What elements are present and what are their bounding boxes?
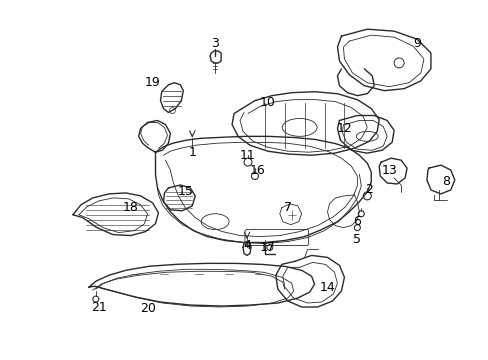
- Text: 21: 21: [91, 301, 106, 314]
- Text: 10: 10: [260, 96, 275, 109]
- Text: 7: 7: [283, 201, 291, 214]
- Text: 4: 4: [243, 239, 250, 252]
- Text: 14: 14: [319, 281, 335, 294]
- Text: 2: 2: [365, 184, 372, 197]
- Text: 8: 8: [441, 175, 449, 189]
- Text: 13: 13: [381, 163, 396, 176]
- Text: 15: 15: [177, 185, 193, 198]
- Text: 1: 1: [188, 146, 196, 159]
- Text: 16: 16: [249, 163, 265, 176]
- Text: 3: 3: [211, 37, 219, 50]
- Text: 18: 18: [122, 201, 138, 214]
- Text: 12: 12: [336, 122, 351, 135]
- Text: 17: 17: [260, 241, 275, 254]
- Text: 19: 19: [144, 76, 160, 89]
- Text: 9: 9: [412, 37, 420, 50]
- Text: 5: 5: [353, 233, 361, 246]
- Text: 6: 6: [353, 215, 361, 228]
- Text: 11: 11: [240, 149, 255, 162]
- Text: 20: 20: [141, 302, 156, 315]
